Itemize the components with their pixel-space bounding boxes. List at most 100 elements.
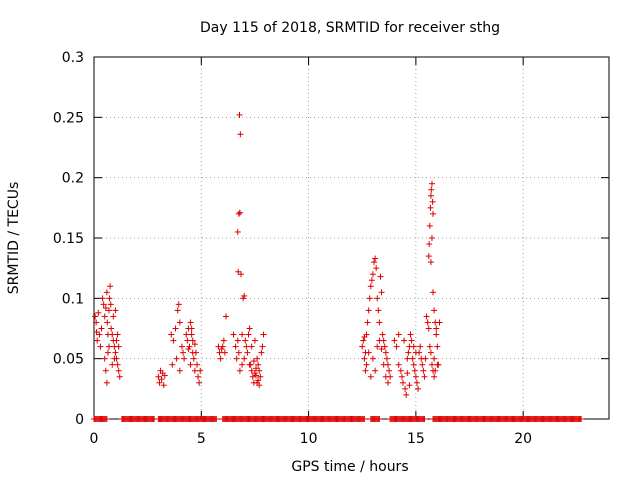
data-point <box>411 367 418 374</box>
x-tick-label: 5 <box>197 431 206 447</box>
data-point <box>107 283 114 290</box>
data-point <box>431 355 438 362</box>
data-point <box>425 253 432 260</box>
data-point <box>168 331 175 338</box>
data-point <box>409 355 416 362</box>
data-point <box>253 365 260 372</box>
data-point <box>114 331 121 338</box>
data-point <box>112 307 119 314</box>
data-point <box>101 355 108 362</box>
data-point <box>257 373 264 380</box>
data-point <box>114 361 121 368</box>
data-point <box>248 343 255 350</box>
x-axis-title: GPS time / hours <box>291 459 408 475</box>
data-point <box>427 204 434 211</box>
data-point <box>436 319 443 326</box>
data-point <box>102 304 109 311</box>
data-point <box>407 331 414 338</box>
data-point <box>382 349 389 356</box>
data-point <box>434 343 441 350</box>
data-point <box>434 361 441 368</box>
data-point <box>187 319 194 326</box>
data-point <box>187 361 194 368</box>
data-point <box>178 343 185 350</box>
data-point <box>427 192 434 199</box>
data-point <box>173 355 180 362</box>
data-point <box>251 337 258 344</box>
data-point <box>372 367 379 374</box>
x-tick-labels: 0 5 10 15 20 <box>90 431 533 447</box>
data-point <box>109 361 116 368</box>
data-point <box>246 361 253 368</box>
axis-ticks <box>93 56 609 420</box>
data-point <box>367 283 374 290</box>
data-point <box>410 343 417 350</box>
data-point <box>428 186 435 193</box>
data-point <box>404 355 411 362</box>
data-point <box>376 416 383 422</box>
data-point <box>160 382 167 389</box>
data-point <box>172 325 179 332</box>
data-point <box>96 331 103 338</box>
data-point <box>371 259 378 266</box>
data-point <box>111 355 118 362</box>
data-point <box>185 346 192 353</box>
data-point <box>110 313 117 320</box>
data-point <box>422 355 429 362</box>
data-point <box>365 307 372 314</box>
data-point <box>239 331 246 338</box>
data-point <box>104 349 111 356</box>
chart-title: Day 115 of 2018, SRMTID for receiver sth… <box>200 20 500 36</box>
data-point <box>103 379 110 386</box>
data-point <box>237 131 244 138</box>
data-point <box>406 382 413 389</box>
data-point <box>421 416 428 422</box>
data-point <box>194 361 200 368</box>
data-point <box>183 331 190 338</box>
data-point <box>403 391 410 398</box>
data-point <box>244 349 251 356</box>
data-point <box>398 373 405 380</box>
data-point <box>428 235 435 241</box>
data-point <box>161 372 168 379</box>
data-point <box>243 343 250 350</box>
data-point <box>369 355 376 362</box>
data-point <box>191 367 198 374</box>
data-point <box>374 343 381 350</box>
data-point <box>404 370 411 377</box>
data-point <box>100 301 107 308</box>
y-tick-label: 0.25 <box>53 110 84 126</box>
data-point <box>112 349 119 356</box>
data-point <box>158 376 165 383</box>
data-point <box>256 382 263 389</box>
data-point <box>222 313 229 320</box>
data-point <box>113 337 120 344</box>
data-point <box>378 346 385 353</box>
data-point <box>242 337 249 344</box>
data-point <box>431 307 438 314</box>
data-point <box>395 361 402 368</box>
data-point <box>428 180 435 187</box>
data-point <box>376 319 383 326</box>
data-point <box>188 325 195 332</box>
data-point <box>415 385 422 392</box>
data-point <box>233 355 240 362</box>
data-point <box>372 255 379 262</box>
data-point <box>230 331 237 338</box>
data-point <box>219 343 226 350</box>
data-point <box>170 337 177 344</box>
data-point <box>412 349 419 356</box>
data-point <box>380 361 387 368</box>
data-point <box>156 379 163 386</box>
data-point <box>255 377 262 384</box>
data-point <box>106 307 113 314</box>
data-point <box>109 331 116 338</box>
data-point <box>234 337 241 344</box>
data-point <box>97 343 104 350</box>
data-point <box>181 355 188 362</box>
data-points <box>91 111 585 422</box>
data-point <box>413 379 420 386</box>
data-point <box>408 337 415 344</box>
data-point <box>405 349 412 356</box>
